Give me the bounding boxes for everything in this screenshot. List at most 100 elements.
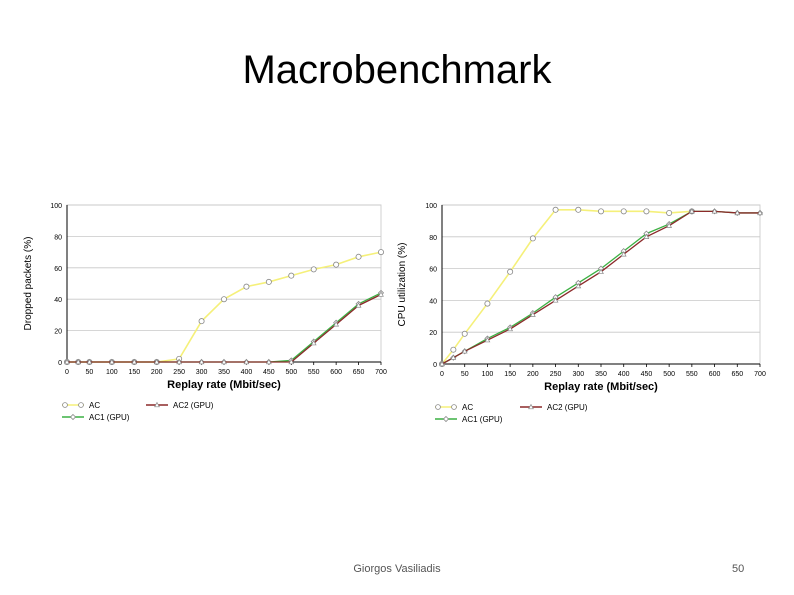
data-point	[333, 261, 340, 268]
legend-marker	[435, 404, 441, 410]
legend-label: AC	[89, 401, 100, 410]
data-point	[620, 208, 627, 215]
data-point	[265, 358, 272, 365]
data-point	[288, 358, 295, 365]
legend-marker	[528, 403, 534, 410]
data-point	[575, 282, 582, 289]
data-point	[552, 297, 559, 303]
plot-area	[441, 204, 761, 365]
data-point	[666, 222, 673, 228]
series-line-ac2-gpu-	[441, 210, 760, 365]
x-tick-label: 600	[709, 371, 721, 378]
data-point	[288, 272, 295, 279]
x-tick-label: 650	[353, 369, 365, 376]
x-tick-label: 350	[218, 369, 230, 376]
data-point	[666, 209, 673, 216]
y-tick-label: 100	[50, 203, 62, 210]
x-tick-label: 650	[731, 371, 743, 378]
x-tick-label: 50	[461, 371, 469, 378]
data-point	[243, 358, 250, 365]
y-axis-label: CPU utilization (%)	[397, 243, 408, 327]
y-tick-label: 40	[54, 297, 62, 304]
legend-marker	[154, 401, 160, 408]
x-tick-label: 0	[440, 371, 444, 378]
legend-entry: AC	[62, 401, 100, 410]
x-tick-label: 500	[285, 369, 297, 376]
x-tick-label: 550	[686, 371, 698, 378]
data-point	[529, 235, 536, 242]
data-point	[378, 291, 384, 297]
legend-marker	[69, 413, 77, 421]
data-point	[86, 358, 93, 365]
x-tick-label: 150	[504, 371, 516, 378]
page-number: 50	[732, 563, 745, 575]
y-tick-label: 80	[429, 235, 437, 242]
x-tick-label: 700	[375, 369, 387, 376]
legend-label: AC2 (GPU)	[173, 401, 214, 410]
x-tick-label: 250	[173, 369, 185, 376]
data-point	[643, 233, 650, 239]
x-tick-label: 300	[572, 371, 584, 378]
slide-title: Macrobenchmark	[242, 48, 552, 92]
y-tick-label: 100	[425, 203, 437, 210]
x-tick-label: 550	[308, 369, 320, 376]
legend-label: AC1 (GPU)	[462, 415, 503, 424]
data-point	[131, 358, 138, 365]
data-point	[198, 318, 205, 325]
y-tick-label: 0	[433, 362, 437, 369]
data-point	[643, 208, 650, 215]
plot-area	[66, 204, 382, 363]
x-tick-label: 150	[128, 369, 140, 376]
data-point	[598, 268, 604, 274]
legend-entry: AC	[435, 403, 473, 412]
x-tick-label: 50	[86, 369, 94, 376]
data-point	[153, 358, 160, 365]
data-point	[450, 346, 457, 353]
y-tick-label: 40	[429, 298, 437, 305]
data-point	[377, 249, 384, 256]
x-tick-label: 400	[618, 371, 630, 378]
x-tick-label: 100	[482, 371, 494, 378]
data-point	[734, 209, 741, 216]
legend-marker	[442, 415, 450, 423]
y-tick-label: 20	[54, 329, 62, 336]
legend-label: AC1 (GPU)	[89, 413, 130, 422]
legend-marker	[78, 402, 84, 408]
y-tick-label: 60	[54, 266, 62, 273]
x-tick-label: 450	[641, 371, 653, 378]
legend-entry: AC1 (GPU)	[435, 415, 503, 424]
x-tick-label: 400	[241, 369, 253, 376]
y-tick-label: 60	[429, 267, 437, 274]
data-point	[620, 251, 627, 257]
x-tick-label: 350	[595, 371, 607, 378]
data-point	[64, 358, 70, 365]
data-point	[176, 358, 183, 365]
data-point	[484, 336, 491, 343]
footer-author: Giorgos Vasiliadis	[353, 563, 441, 575]
data-point	[198, 358, 205, 365]
legend-entry: AC1 (GPU)	[62, 413, 130, 422]
data-point	[688, 208, 695, 214]
x-tick-label: 200	[151, 369, 163, 376]
data-point	[507, 325, 514, 332]
data-point	[265, 278, 272, 285]
data-point	[461, 330, 468, 337]
legend-entry: AC2 (GPU)	[146, 401, 214, 410]
x-tick-label: 250	[550, 371, 562, 378]
y-axis-label: Dropped packets (%)	[23, 237, 34, 331]
x-axis-label: Replay rate (Mbit/sec)	[167, 379, 281, 391]
legend-marker	[451, 404, 457, 410]
data-point	[333, 321, 340, 327]
series-line-ac2-gpu-	[67, 293, 382, 363]
data-point	[597, 208, 604, 215]
x-tick-label: 700	[754, 371, 766, 378]
legend-entry: AC2 (GPU)	[520, 403, 588, 412]
x-tick-label: 600	[330, 369, 342, 376]
data-point	[243, 283, 250, 290]
data-point	[221, 358, 227, 365]
x-tick-label: 200	[527, 371, 539, 378]
y-tick-label: 20	[429, 330, 437, 337]
x-tick-label: 100	[106, 369, 118, 376]
data-point	[75, 358, 82, 365]
y-tick-label: 80	[54, 234, 62, 241]
